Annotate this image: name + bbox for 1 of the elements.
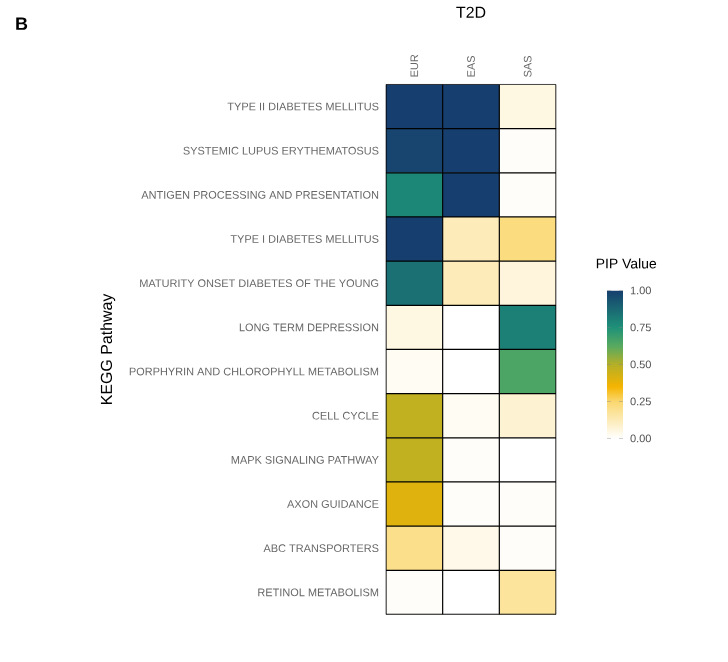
text: B bbox=[16, 17, 28, 30]
